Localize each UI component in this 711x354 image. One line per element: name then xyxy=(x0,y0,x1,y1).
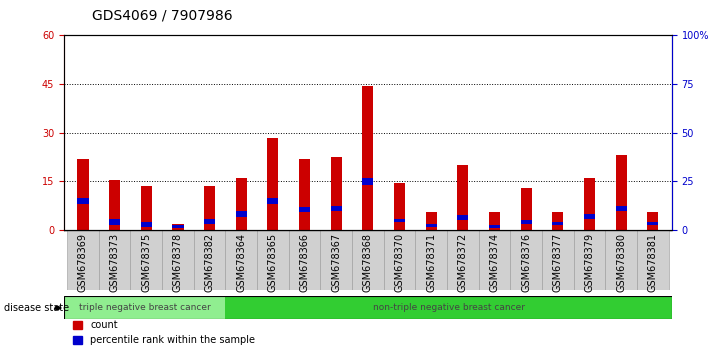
FancyBboxPatch shape xyxy=(415,230,447,290)
Bar xyxy=(236,211,247,217)
Text: GSM678373: GSM678373 xyxy=(109,233,119,292)
Bar xyxy=(616,155,627,230)
FancyBboxPatch shape xyxy=(99,230,131,290)
Bar xyxy=(204,186,215,230)
Text: GSM678367: GSM678367 xyxy=(331,233,341,292)
Bar xyxy=(489,225,500,228)
Text: GSM678371: GSM678371 xyxy=(427,233,437,292)
Bar xyxy=(426,224,437,227)
Bar xyxy=(647,222,658,225)
Text: GDS4069 / 7907986: GDS4069 / 7907986 xyxy=(92,9,233,23)
Text: GSM678369: GSM678369 xyxy=(78,233,88,292)
FancyBboxPatch shape xyxy=(225,230,257,290)
FancyBboxPatch shape xyxy=(64,296,225,319)
Bar xyxy=(141,186,152,230)
Bar xyxy=(173,224,183,230)
Text: GSM678374: GSM678374 xyxy=(490,233,500,292)
Bar xyxy=(236,178,247,230)
Bar xyxy=(331,157,342,230)
Bar xyxy=(204,219,215,224)
Bar xyxy=(267,138,279,230)
Bar xyxy=(394,219,405,222)
FancyBboxPatch shape xyxy=(542,230,574,290)
FancyBboxPatch shape xyxy=(637,230,669,290)
FancyBboxPatch shape xyxy=(352,230,384,290)
Bar xyxy=(584,214,595,219)
Text: GSM678368: GSM678368 xyxy=(363,233,373,292)
Text: GSM678372: GSM678372 xyxy=(458,233,468,292)
FancyBboxPatch shape xyxy=(194,230,225,290)
Bar xyxy=(426,212,437,230)
Text: GSM678381: GSM678381 xyxy=(648,233,658,292)
Bar xyxy=(616,206,627,211)
Bar xyxy=(584,178,595,230)
FancyBboxPatch shape xyxy=(131,230,162,290)
Text: GSM678375: GSM678375 xyxy=(141,233,151,292)
Text: GSM678370: GSM678370 xyxy=(395,233,405,292)
Text: disease state: disease state xyxy=(4,303,69,313)
Bar xyxy=(77,159,89,230)
Bar xyxy=(552,212,563,230)
FancyBboxPatch shape xyxy=(289,230,321,290)
FancyBboxPatch shape xyxy=(479,230,510,290)
Bar xyxy=(331,206,342,211)
Bar xyxy=(363,178,373,185)
FancyBboxPatch shape xyxy=(321,230,352,290)
Bar xyxy=(394,183,405,230)
Bar xyxy=(647,212,658,230)
FancyBboxPatch shape xyxy=(225,296,672,319)
FancyBboxPatch shape xyxy=(574,230,605,290)
FancyBboxPatch shape xyxy=(510,230,542,290)
Bar xyxy=(457,216,469,220)
Text: GSM678380: GSM678380 xyxy=(616,233,626,292)
FancyBboxPatch shape xyxy=(447,230,479,290)
Text: GSM678377: GSM678377 xyxy=(553,233,563,292)
FancyBboxPatch shape xyxy=(605,230,637,290)
Text: GSM678378: GSM678378 xyxy=(173,233,183,292)
FancyBboxPatch shape xyxy=(384,230,415,290)
Bar xyxy=(489,212,500,230)
Text: GSM678379: GSM678379 xyxy=(584,233,594,292)
Text: GSM678365: GSM678365 xyxy=(268,233,278,292)
Legend: count, percentile rank within the sample: count, percentile rank within the sample xyxy=(69,316,259,349)
Bar xyxy=(457,165,469,230)
Bar xyxy=(363,86,373,230)
FancyBboxPatch shape xyxy=(257,230,289,290)
Text: GSM678376: GSM678376 xyxy=(521,233,531,292)
Bar xyxy=(267,198,279,204)
Text: GSM678366: GSM678366 xyxy=(299,233,309,292)
Bar xyxy=(299,159,310,230)
Bar xyxy=(141,222,152,227)
Text: GSM678364: GSM678364 xyxy=(236,233,246,292)
Bar xyxy=(299,207,310,212)
Bar xyxy=(520,188,532,230)
Text: non-triple negative breast cancer: non-triple negative breast cancer xyxy=(373,303,525,312)
FancyBboxPatch shape xyxy=(67,230,99,290)
Bar xyxy=(109,219,120,225)
Text: GSM678382: GSM678382 xyxy=(205,233,215,292)
Bar xyxy=(77,198,89,204)
Bar xyxy=(109,180,120,230)
Text: triple negative breast cancer: triple negative breast cancer xyxy=(79,303,210,312)
Bar xyxy=(552,222,563,225)
FancyBboxPatch shape xyxy=(162,230,194,290)
Bar xyxy=(520,220,532,224)
Bar xyxy=(173,225,183,228)
